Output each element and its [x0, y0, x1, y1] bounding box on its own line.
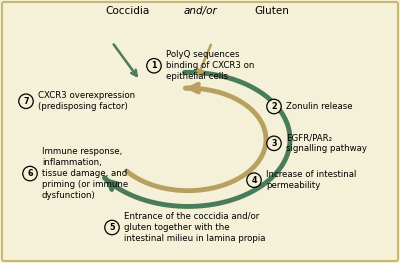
Text: Entrance of the coccidia and/or
gluten together with the
intestinal milieu in la: Entrance of the coccidia and/or gluten t… [124, 212, 266, 243]
Circle shape [267, 99, 281, 114]
FancyBboxPatch shape [2, 2, 398, 261]
Text: 5: 5 [109, 223, 115, 232]
Text: PolyQ sequences
binding of CXCR3 on
epithelial cells: PolyQ sequences binding of CXCR3 on epit… [166, 50, 254, 81]
Text: CXCR3 overexpression
(predisposing factor): CXCR3 overexpression (predisposing facto… [38, 91, 135, 111]
Circle shape [105, 220, 119, 235]
Text: 1: 1 [151, 61, 157, 70]
Text: 2: 2 [271, 102, 277, 111]
Text: Gluten: Gluten [254, 6, 290, 16]
Text: Zonulin release: Zonulin release [286, 102, 353, 111]
Text: 7: 7 [23, 97, 29, 106]
Text: Increase of intestinal
permeability: Increase of intestinal permeability [266, 170, 356, 190]
Text: and/or: and/or [183, 6, 217, 16]
Text: Coccidia: Coccidia [106, 6, 150, 16]
Circle shape [147, 58, 161, 73]
Text: 3: 3 [271, 139, 277, 148]
Circle shape [19, 94, 33, 108]
Text: 6: 6 [27, 169, 33, 178]
Text: EGFR/PAR₂
signalling pathway: EGFR/PAR₂ signalling pathway [286, 133, 367, 153]
Circle shape [267, 136, 281, 150]
Circle shape [23, 166, 37, 181]
Text: 4: 4 [251, 176, 257, 185]
Text: Immune response,
inflammation,
tissue damage, and
priming (or immune
dysfunction: Immune response, inflammation, tissue da… [42, 147, 128, 200]
Circle shape [247, 173, 261, 187]
